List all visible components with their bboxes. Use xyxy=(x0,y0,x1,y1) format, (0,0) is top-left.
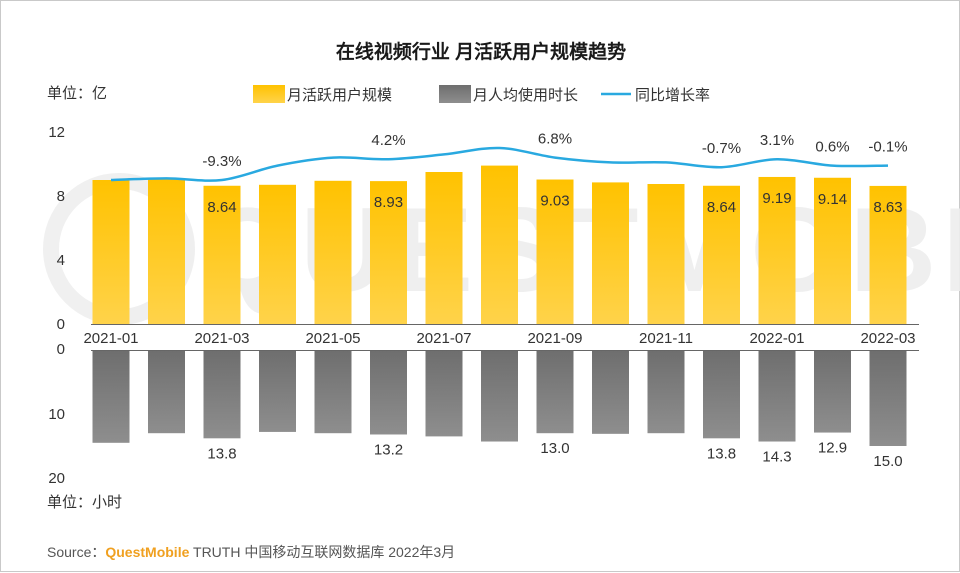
growth-line: -9.3% 4.2% 6.8% -0.7% 3.1% 0.6% -0.1% xyxy=(110,131,908,182)
x-tick-2021-05: 2021-05 xyxy=(305,330,360,347)
mau-value-label: 9.19 xyxy=(762,190,791,207)
duration-value-label: 15.0 xyxy=(873,453,902,470)
duration-bar-2021-02 xyxy=(148,350,185,434)
growth-value-label: -0.7% xyxy=(702,140,741,157)
growth-value-label: 4.2% xyxy=(371,132,405,149)
bottom-y-tick-10: 10 xyxy=(48,406,65,423)
top-y-tick-4: 4 xyxy=(57,252,65,269)
x-tick-2021-09: 2021-09 xyxy=(527,330,582,347)
bottom-y-axis: 0 10 20 xyxy=(48,341,65,487)
x-axis-labels: 2021-01 2021-03 2021-05 2021-07 2021-09 2021-… xyxy=(83,330,915,347)
growth-line-path xyxy=(110,146,889,182)
growth-value-label: 3.1% xyxy=(760,132,794,149)
duration-bar-2021-08 xyxy=(481,350,518,442)
legend-swatch-mau xyxy=(253,85,285,103)
duration-value-label: 14.3 xyxy=(762,449,791,466)
mau-value-label: 9.03 xyxy=(540,193,569,210)
legend-swatch-duration xyxy=(439,85,471,103)
source-line: Source：QuestMobile TRUTH 中国移动互联网数据库 2022… xyxy=(47,544,455,560)
growth-value-label: -9.3% xyxy=(202,153,241,170)
top-y-axis: 12 8 4 0 xyxy=(48,124,65,333)
mau-bar-2021-04 xyxy=(259,184,296,324)
mau-bars: 8.64 8.93 9.03 8.64 9.19 9.14 8.63 xyxy=(92,165,907,324)
mau-bar-2021-11 xyxy=(647,184,685,324)
mau-bar-2021-05 xyxy=(314,180,352,324)
mau-value-label: 8.64 xyxy=(707,199,736,216)
duration-bar-2021-03 xyxy=(203,350,241,439)
x-tick-2021-07: 2021-07 xyxy=(416,330,471,347)
duration-value-label: 13.0 xyxy=(540,440,569,457)
top-y-tick-8: 8 xyxy=(57,188,65,205)
bottom-y-tick-20: 20 xyxy=(48,470,65,487)
mau-bar-2021-09 xyxy=(536,179,574,324)
x-tick-2021-11: 2021-11 xyxy=(639,330,693,347)
legend-label-growth: 同比增长率 xyxy=(635,87,710,104)
svg-text:Source：QuestMobile TRUTH 中国移动互: Source：QuestMobile TRUTH 中国移动互联网数据库 2022… xyxy=(47,544,455,560)
duration-value-label: 12.9 xyxy=(818,440,847,457)
mau-bar-2021-02 xyxy=(148,178,185,324)
bottom-y-tick-0: 0 xyxy=(57,341,65,358)
mau-value-label: 9.14 xyxy=(818,191,847,208)
source-rest: TRUTH 中国移动互联网数据库 2022年3月 xyxy=(189,544,455,560)
mau-bar-2022-01 xyxy=(758,176,796,324)
source-brand: QuestMobile xyxy=(105,544,189,560)
duration-bar-2021-04 xyxy=(259,350,296,432)
duration-value-label: 13.8 xyxy=(707,445,736,462)
legend-label-mau: 月活跃用户规模 xyxy=(287,87,392,104)
mau-bar-2021-12 xyxy=(703,185,740,324)
duration-bar-2022-03 xyxy=(869,350,907,446)
mau-bar-2021-10 xyxy=(592,182,629,324)
duration-bar-2021-05 xyxy=(314,350,352,434)
mau-value-label: 8.63 xyxy=(873,199,902,216)
duration-bar-2021-10 xyxy=(592,350,629,434)
top-y-tick-0: 0 xyxy=(57,316,65,333)
source-prefix: Source： xyxy=(47,544,105,560)
duration-value-label: 13.8 xyxy=(207,445,236,462)
bottom-unit-label: 单位：小时 xyxy=(47,494,122,511)
growth-value-label: -0.1% xyxy=(868,139,907,156)
mau-bar-2022-03 xyxy=(869,185,907,324)
duration-bar-2021-06 xyxy=(370,350,407,435)
mau-bar-2021-01 xyxy=(92,180,130,324)
x-tick-2021-03: 2021-03 xyxy=(194,330,249,347)
duration-bar-2021-07 xyxy=(425,350,463,437)
duration-bar-2021-12 xyxy=(703,350,740,439)
growth-value-label: 6.8% xyxy=(538,131,572,148)
mau-bar-2022-02 xyxy=(814,177,851,324)
top-y-tick-12: 12 xyxy=(48,124,65,141)
duration-bars: 13.8 13.2 13.0 13.8 14.3 12.9 15.0 xyxy=(92,350,907,470)
mau-value-label: 8.64 xyxy=(207,199,236,216)
growth-value-label: 0.6% xyxy=(815,139,849,156)
mau-bar-2021-03 xyxy=(203,185,241,324)
duration-bar-2021-11 xyxy=(647,350,685,434)
x-tick-2021-01: 2021-01 xyxy=(83,330,138,347)
x-tick-2022-03: 2022-03 xyxy=(860,330,915,347)
duration-value-label: 13.2 xyxy=(374,441,403,458)
x-tick-2022-01: 2022-01 xyxy=(749,330,804,347)
mau-bar-2021-07 xyxy=(425,172,463,324)
mau-bar-2021-08 xyxy=(481,165,518,324)
duration-bar-2021-01 xyxy=(92,350,130,443)
duration-bar-2022-01 xyxy=(758,350,796,442)
mau-value-label: 8.93 xyxy=(374,194,403,211)
duration-bar-2021-09 xyxy=(536,350,574,434)
mau-bar-2021-06 xyxy=(370,181,407,324)
top-unit-label: 单位：亿 xyxy=(47,85,107,102)
legend: 月活跃用户规模 月人均使用时长 同比增长率 xyxy=(253,85,710,104)
legend-label-duration: 月人均使用时长 xyxy=(473,87,578,104)
chart-title: 在线视频行业 月活跃用户规模趋势 xyxy=(336,40,626,63)
duration-bar-2022-02 xyxy=(814,350,851,433)
